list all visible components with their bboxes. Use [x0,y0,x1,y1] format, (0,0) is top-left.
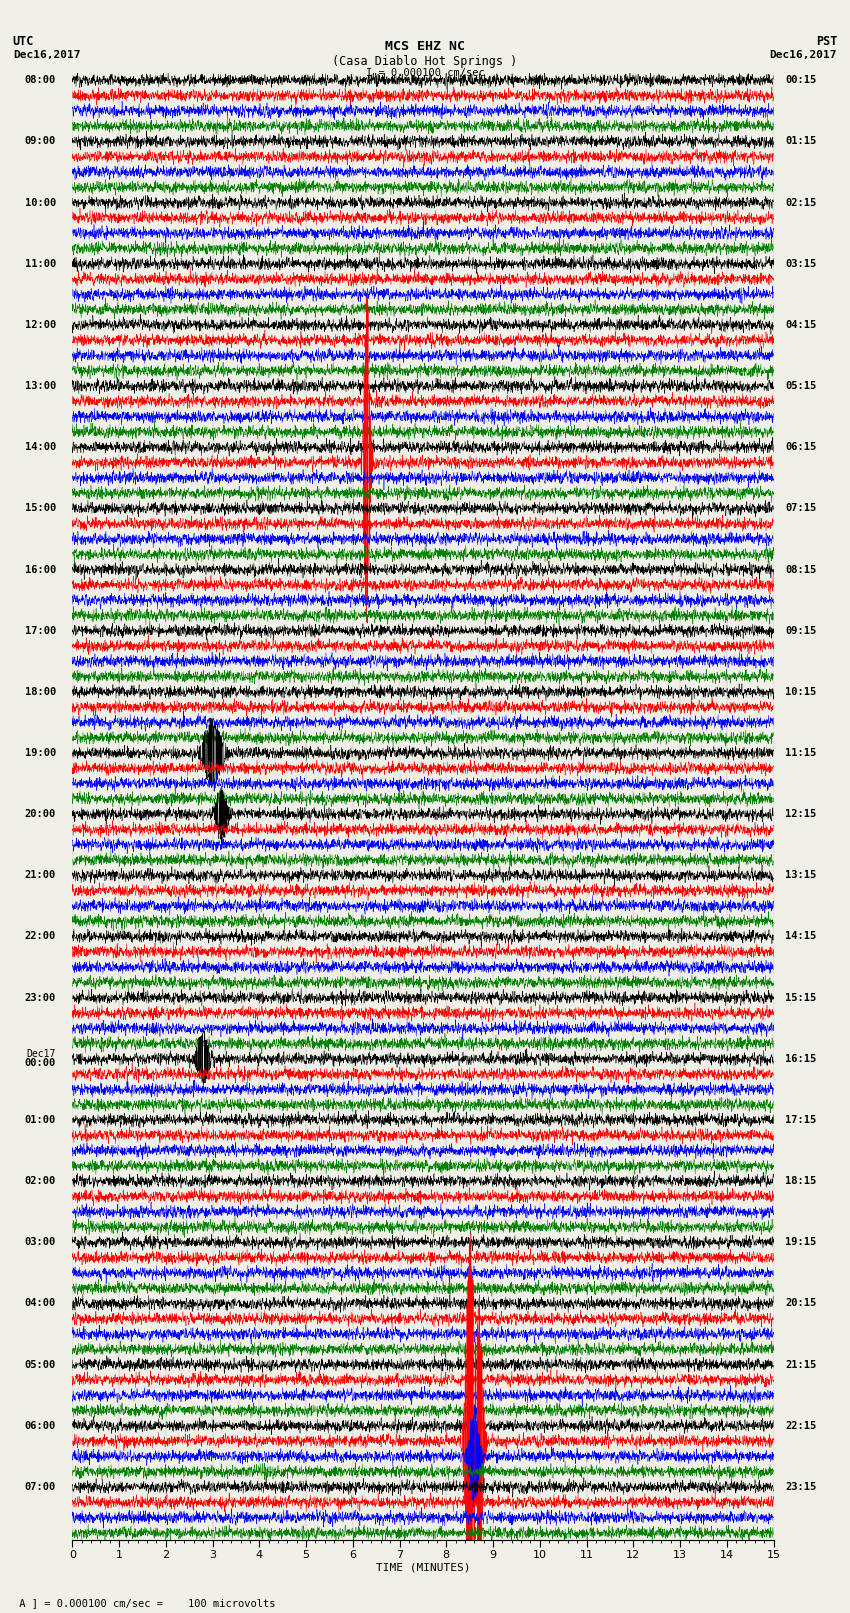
Text: 03:15: 03:15 [785,258,817,269]
Text: 19:00: 19:00 [25,748,56,758]
Text: 11:15: 11:15 [785,748,817,758]
Text: 00:15: 00:15 [785,76,817,85]
Text: 22:00: 22:00 [25,931,56,942]
Text: 09:00: 09:00 [25,137,56,147]
Text: Dec16,2017: Dec16,2017 [770,50,837,60]
Text: 14:15: 14:15 [785,931,817,942]
Text: 13:15: 13:15 [785,871,817,881]
Text: 21:15: 21:15 [785,1360,817,1369]
Text: Dec17: Dec17 [26,1048,56,1060]
Text: MCS EHZ NC: MCS EHZ NC [385,40,465,53]
Text: 12:00: 12:00 [25,319,56,331]
Text: I = 0.000100 cm/sec: I = 0.000100 cm/sec [366,68,484,77]
Text: 01:00: 01:00 [25,1115,56,1124]
Text: 04:00: 04:00 [25,1298,56,1308]
Text: 03:00: 03:00 [25,1237,56,1247]
Text: 08:15: 08:15 [785,565,817,574]
Text: 11:00: 11:00 [25,258,56,269]
Text: 09:15: 09:15 [785,626,817,636]
Text: PST: PST [816,35,837,48]
Text: A ] = 0.000100 cm/sec =    100 microvolts: A ] = 0.000100 cm/sec = 100 microvolts [13,1598,275,1608]
Text: 21:00: 21:00 [25,871,56,881]
Text: 13:00: 13:00 [25,381,56,390]
Text: 16:00: 16:00 [25,565,56,574]
Text: 02:15: 02:15 [785,197,817,208]
Text: 05:00: 05:00 [25,1360,56,1369]
Text: 12:15: 12:15 [785,810,817,819]
X-axis label: TIME (MINUTES): TIME (MINUTES) [376,1563,470,1573]
Text: 18:00: 18:00 [25,687,56,697]
Text: 02:00: 02:00 [25,1176,56,1186]
Text: 04:15: 04:15 [785,319,817,331]
Text: (Casa Diablo Hot Springs ): (Casa Diablo Hot Springs ) [332,55,518,68]
Text: 18:15: 18:15 [785,1176,817,1186]
Text: Dec16,2017: Dec16,2017 [13,50,80,60]
Text: 10:15: 10:15 [785,687,817,697]
Text: 05:15: 05:15 [785,381,817,390]
Text: 14:00: 14:00 [25,442,56,452]
Text: 15:00: 15:00 [25,503,56,513]
Text: 10:00: 10:00 [25,197,56,208]
Text: 17:15: 17:15 [785,1115,817,1124]
Text: 15:15: 15:15 [785,992,817,1003]
Text: 06:15: 06:15 [785,442,817,452]
Text: 20:00: 20:00 [25,810,56,819]
Text: 17:00: 17:00 [25,626,56,636]
Text: 20:15: 20:15 [785,1298,817,1308]
Text: 01:15: 01:15 [785,137,817,147]
Text: 07:00: 07:00 [25,1482,56,1492]
Text: 06:00: 06:00 [25,1421,56,1431]
Text: 00:00: 00:00 [25,1058,56,1068]
Text: 19:15: 19:15 [785,1237,817,1247]
Text: 07:15: 07:15 [785,503,817,513]
Text: 23:15: 23:15 [785,1482,817,1492]
Text: 22:15: 22:15 [785,1421,817,1431]
Text: UTC: UTC [13,35,34,48]
Text: 08:00: 08:00 [25,76,56,85]
Text: 16:15: 16:15 [785,1053,817,1065]
Text: 23:00: 23:00 [25,992,56,1003]
